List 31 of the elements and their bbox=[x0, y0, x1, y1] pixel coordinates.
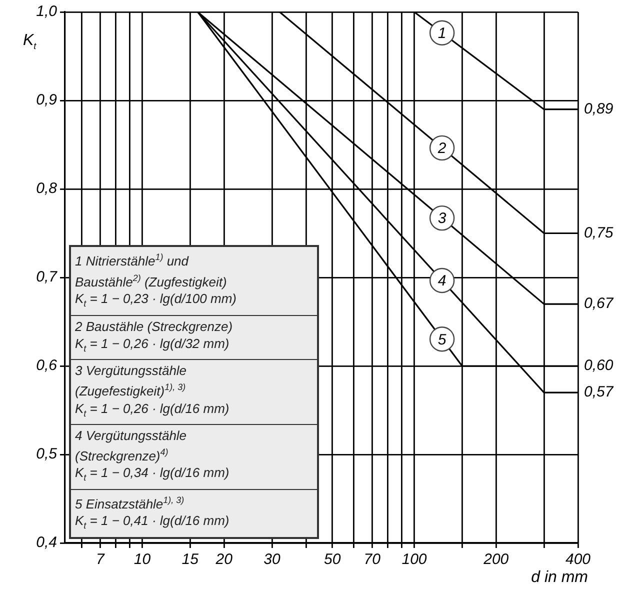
series-label: 5 bbox=[438, 331, 447, 348]
data-label: 0,60 bbox=[584, 357, 614, 374]
y-tick-label: 0,4 bbox=[36, 534, 57, 552]
series-label: 3 bbox=[438, 210, 447, 228]
y-tick-label: 0,8 bbox=[36, 180, 58, 198]
series-label: 2 bbox=[436, 140, 447, 158]
annotation: 2 Baustähle (Streckgrenze) K$_{t}$ = 1 − 0,26 · lg(d/32 mm) bbox=[71, 316, 317, 360]
data-label: 0,67 bbox=[584, 295, 614, 312]
y-tick-label: 1,0 bbox=[36, 3, 58, 20]
y-tick-label: 0,6 bbox=[36, 357, 58, 374]
x-tick-label: 15 bbox=[182, 551, 200, 568]
x-tick-label: 400 bbox=[565, 551, 592, 568]
y-tick-label: 0,9 bbox=[36, 92, 58, 109]
x-tick-label: 200 bbox=[482, 551, 510, 568]
data-label: 0,57 bbox=[584, 384, 614, 401]
x-tick-label: 100 bbox=[402, 551, 428, 568]
y-tick-label: 0,5 bbox=[36, 446, 58, 463]
data-label: 0,89 bbox=[584, 100, 614, 118]
y-tick-label: 0,7 bbox=[36, 268, 58, 286]
series-label: 4 bbox=[438, 272, 446, 290]
x-tick-label: 7 bbox=[96, 551, 105, 568]
x-tick-label: 30 bbox=[264, 551, 282, 568]
x-tick-label: 20 bbox=[214, 551, 234, 568]
note-box: 1 Nitrierstähle$^{1)}$ und Baustähle$^{2)}$ (Zugfestigkeit) K$_{t}$ = 1 − 0,23 · lg(d/100 mm) 2 Baustähle (Streckgrenze) K$_{t}$ = 1 − 0,26 · lg(d/32 mm) 3 Vergütungsstähle (Zugefestigkeit)$^{1), 3)}$ K$_{t}$ = 1 − 0,26 · lg(d/16 mm) 4 Vergütungsstähle (Streckgrenze)$^{4)}$ K$_{t}$ = 1 − 0,34 · lg(d/16 mm) 5 Einsatzstähle$^{1), 3)}$ K$_{t}$ = 1 − 0,41 · lg(d/16 mm) bbox=[69, 245, 319, 539]
data-label: 0,75 bbox=[584, 224, 614, 242]
x-tick-label: 50 bbox=[324, 551, 342, 568]
x-tick-label: 70 bbox=[364, 551, 382, 568]
x-tick-label: 10 bbox=[134, 551, 152, 568]
x-axis-title: d in mm bbox=[531, 569, 588, 587]
series-label: 1 bbox=[438, 25, 446, 42]
y-axis-title: K$_{t}$ bbox=[23, 32, 36, 52]
